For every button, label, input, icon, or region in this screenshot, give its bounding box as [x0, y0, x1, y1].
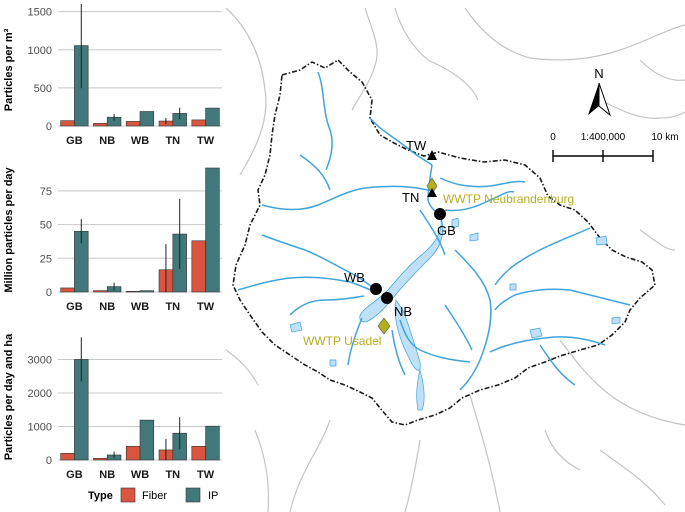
error-bars [80, 337, 181, 460]
legend-swatch-ip [185, 487, 201, 503]
bar-fiber-tw [191, 445, 206, 461]
small-lakes [289, 217, 621, 411]
y-ticks: 0 1000 2000 3000 [28, 354, 52, 467]
bar-fiber-nb [93, 458, 108, 461]
x-tick-label: GB [66, 135, 83, 147]
x-tick-label: WB [131, 135, 149, 147]
y-tick-label: 75 [40, 186, 52, 198]
x-tick-label: WB [131, 301, 149, 313]
bar-fiber-gb [60, 287, 75, 293]
station-wb-label: WB [344, 270, 365, 285]
north-arrow-icon: N [588, 66, 612, 117]
y-ticks: 0 500 1000 1500 [28, 7, 52, 133]
bars [60, 167, 220, 293]
station-nb-label: NB [394, 304, 412, 319]
legend: Type Fiber IP [88, 487, 218, 503]
bar-fiber-nb [93, 123, 108, 127]
bar-ip-tw [205, 107, 220, 127]
bar-ip-wb [139, 419, 155, 461]
station-gb-marker [434, 208, 446, 220]
scale-end-label: 10 km [651, 132, 678, 143]
bar-fiber-tw [191, 240, 206, 293]
bar-fiber-wb [125, 445, 141, 461]
x-tick-label: GB [66, 469, 83, 481]
rivers [237, 71, 631, 391]
x-ticks: GB NB WB TN TW [66, 135, 215, 147]
y-ticks: 0 25 50 75 [40, 186, 52, 299]
x-ticks: GB NB WB TN TW [66, 301, 215, 313]
station-gb-label: GB [437, 223, 456, 238]
x-tick-label: NB [99, 135, 115, 147]
y-tick-label: 2000 [28, 388, 52, 400]
bar-fiber-tw [191, 119, 206, 127]
wwtp-usadel-label: WWTP Usadel [303, 334, 381, 348]
panel-particles-per-day-and-ha: Particles per day and ha 0 1000 2000 3000 G… [3, 333, 222, 481]
legend-swatch-fiber [120, 487, 136, 503]
scale-ratio: 1:400,000 [581, 132, 626, 143]
panel-million-particles-per-day: Million particles per day 0 25 50 75 GB NB WB… [3, 166, 222, 313]
y-tick-label: 25 [40, 253, 52, 265]
bar-ip-wb [139, 290, 155, 293]
x-tick-label: TN [165, 135, 180, 147]
y-axis-label: Particles per m³ [3, 28, 15, 111]
x-tick-label: TW [197, 469, 215, 481]
station-tn-marker [427, 188, 437, 197]
y-tick-label: 1500 [28, 7, 52, 19]
bar-ip-tw [205, 425, 220, 461]
error-bars [80, 4, 181, 125]
x-tick-label: TW [197, 135, 215, 147]
catchment-boundary [232, 58, 656, 426]
legend-label-fiber: Fiber [142, 490, 167, 502]
x-tick-label: TN [165, 469, 180, 481]
x-tick-label: GB [66, 301, 83, 313]
bar-fiber-gb [60, 452, 75, 461]
legend-title: Type [88, 490, 113, 502]
y-tick-label: 500 [34, 83, 52, 95]
y-tick-label: 0 [46, 121, 52, 133]
bar-fiber-nb [93, 290, 108, 293]
legend-label-ip: IP [208, 490, 218, 502]
x-tick-label: WB [131, 469, 149, 481]
bars [60, 45, 220, 127]
station-tw-marker [427, 150, 437, 160]
panel-particles-per-m3: Particles per m³ 0 500 1000 1500 GB NB WB TN TW [3, 4, 222, 147]
y-tick-label: 1000 [28, 45, 52, 57]
bar-ip-wb [139, 111, 155, 127]
north-label: N [594, 66, 603, 81]
background-rivers [225, 7, 685, 512]
x-ticks: GB NB WB TN TW [66, 469, 215, 481]
x-tick-label: NB [99, 301, 115, 313]
y-tick-label: 0 [46, 287, 52, 299]
y-tick-label: 0 [46, 455, 52, 467]
bar-fiber-wb [125, 291, 141, 293]
x-tick-label: TN [165, 301, 180, 313]
bar-fiber-gb [60, 120, 75, 127]
bar-ip-tw [205, 167, 220, 293]
y-axis-label: Particles per day and ha [3, 333, 15, 460]
x-tick-label: NB [99, 469, 115, 481]
bars [60, 359, 220, 461]
x-tick-label: TW [197, 301, 215, 313]
lake-tollensesee [359, 214, 444, 323]
y-tick-label: 50 [40, 220, 52, 232]
station-tn-label: TN [402, 190, 419, 205]
y-tick-label: 3000 [28, 354, 52, 366]
scale-start-label: 0 [550, 132, 556, 143]
map: TW TN WWTP Neubrandenburg GB WB NB WWTP … [225, 7, 685, 512]
error-bars [80, 199, 181, 292]
wwtp-neubrandenburg-label: WWTP Neubrandenburg [443, 192, 574, 206]
y-axis-label: Million particles per day [3, 166, 15, 292]
station-tw-label: TW [406, 138, 427, 153]
station-wb-marker [370, 283, 382, 295]
y-tick-label: 1000 [28, 421, 52, 433]
bar-fiber-wb [125, 121, 141, 127]
wwtp-usadel-marker [377, 317, 391, 335]
scale-bar: 1:400,000 0 10 km [550, 132, 679, 162]
station-nb-marker [381, 292, 393, 304]
